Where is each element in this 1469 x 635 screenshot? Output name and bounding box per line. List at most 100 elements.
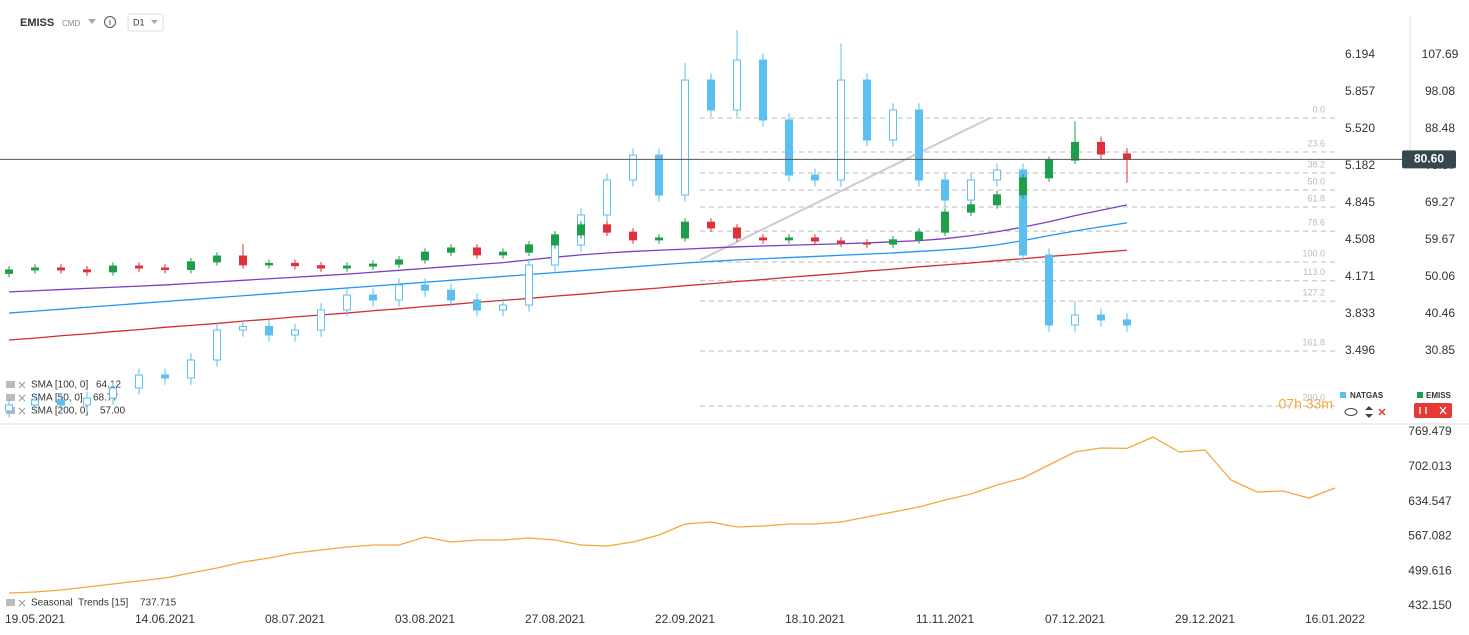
candle-body — [395, 259, 403, 265]
candle-body — [1045, 254, 1053, 326]
candle-body — [5, 404, 13, 412]
candle-body — [1071, 141, 1079, 161]
x-tick-label: 03.08.2021 — [395, 612, 455, 626]
candle-body — [811, 237, 819, 242]
candle-body — [863, 242, 871, 245]
candle-body — [265, 325, 273, 336]
fib-label: 23.6 — [1307, 138, 1325, 148]
legend-sma-value: 64.12 — [96, 380, 121, 391]
candle-body — [473, 299, 481, 311]
candle-body — [499, 304, 507, 311]
candle-body — [135, 265, 143, 269]
fib-label: 61.8 — [1307, 193, 1325, 203]
candle-body — [31, 267, 39, 271]
candle-body — [655, 154, 663, 196]
y-tick-label: 4.171 — [1345, 269, 1375, 283]
emiss-control-icons — [1419, 406, 1447, 415]
fib-label: 127.2 — [1302, 288, 1325, 298]
candle-body — [421, 284, 429, 291]
timeframe: D1 — [133, 17, 145, 27]
candle-body — [1123, 153, 1131, 160]
candle-body — [629, 154, 637, 181]
candle-body — [681, 221, 689, 239]
candle-body — [187, 261, 195, 271]
candle-body — [57, 267, 65, 271]
candle-body — [5, 269, 13, 274]
timeframe-box[interactable] — [127, 13, 164, 32]
candle-body — [291, 262, 299, 267]
candle-body — [213, 255, 221, 263]
timeframe-dropdown[interactable] — [151, 20, 158, 24]
y-tick-label: 6.194 — [1345, 47, 1375, 61]
candle-body — [1019, 169, 1027, 256]
y-tick-label: 3.833 — [1345, 306, 1375, 320]
symbol: EMISS — [20, 17, 54, 29]
candle-body — [187, 359, 195, 379]
x-tick-label: 14.06.2021 — [135, 612, 195, 626]
candle-body — [343, 294, 351, 311]
legend-swatch — [1340, 392, 1346, 398]
y-tick-label: 107.69 — [1422, 47, 1459, 61]
seasonal-line — [8, 436, 1336, 594]
candle-body — [967, 204, 975, 213]
candle-body — [681, 79, 689, 196]
y-tick-label: 30.85 — [1425, 343, 1455, 357]
candle-body — [707, 221, 715, 229]
candle-body — [1071, 314, 1079, 326]
candle-body — [785, 119, 793, 176]
fib-label: 0.0 — [1312, 104, 1325, 114]
x-tick-label: 07.12.2021 — [1045, 612, 1105, 626]
move-icon[interactable] — [1365, 406, 1373, 418]
candle-body — [811, 174, 819, 181]
y-tick-label: 567.082 — [1408, 529, 1452, 543]
candle-body — [993, 194, 1001, 206]
legend-seasonal-name: Seasonal Trends [15] — [31, 598, 129, 609]
fib-label: 50.0 — [1307, 176, 1325, 186]
candle-body — [1123, 319, 1131, 326]
legend-icon — [6, 599, 15, 606]
candle-body — [915, 231, 923, 241]
close-icon[interactable] — [1378, 408, 1386, 416]
candle-body — [109, 265, 117, 273]
candle-body — [837, 240, 845, 244]
candle-body — [837, 79, 845, 181]
info-icon[interactable] — [104, 16, 116, 28]
candle-body — [499, 251, 507, 256]
candle-body — [343, 265, 351, 269]
countdown: 07h 33m — [1279, 396, 1333, 412]
candle-body — [759, 237, 767, 241]
legend-sma-name: SMA [100, 0] — [31, 380, 88, 391]
y-tick-label: 88.48 — [1425, 121, 1455, 135]
y-tick-label: 5.520 — [1345, 121, 1375, 135]
y-tick-label: 4.845 — [1345, 195, 1375, 209]
legend-seasonal-value: 737.715 — [140, 598, 177, 609]
legend-sma-name: SMA [200, 0] — [31, 406, 88, 417]
candle-body — [551, 234, 559, 246]
candle-body — [629, 231, 637, 241]
candle-body — [369, 263, 377, 267]
y-tick-label: 3.496 — [1345, 343, 1375, 357]
candle-body — [733, 59, 741, 111]
y-tick-label: 634.547 — [1408, 494, 1452, 508]
candle-body — [863, 79, 871, 141]
x-tick-label: 18.10.2021 — [785, 612, 845, 626]
legend-remove — [18, 599, 26, 607]
emiss-controls[interactable] — [1414, 403, 1452, 418]
eye-icon[interactable] — [1344, 408, 1358, 416]
candle-body — [239, 255, 247, 266]
x-tick-label: 16.01.2022 — [1305, 612, 1365, 626]
candle-body — [525, 244, 533, 253]
last-price-box — [1402, 150, 1456, 169]
candle-body — [759, 59, 767, 121]
x-tick-label: 27.08.2021 — [525, 612, 585, 626]
candle-body — [525, 264, 533, 306]
candle-body — [447, 247, 455, 253]
legend-remove — [18, 381, 26, 389]
dropdown-icon[interactable] — [88, 19, 96, 24]
candle-body — [889, 239, 897, 245]
legend-sma-value: 57.00 — [100, 406, 125, 417]
candle-body — [161, 267, 169, 271]
candle-body — [83, 397, 91, 406]
candle-body — [57, 399, 65, 406]
y-tick-label: 4.508 — [1345, 232, 1375, 246]
